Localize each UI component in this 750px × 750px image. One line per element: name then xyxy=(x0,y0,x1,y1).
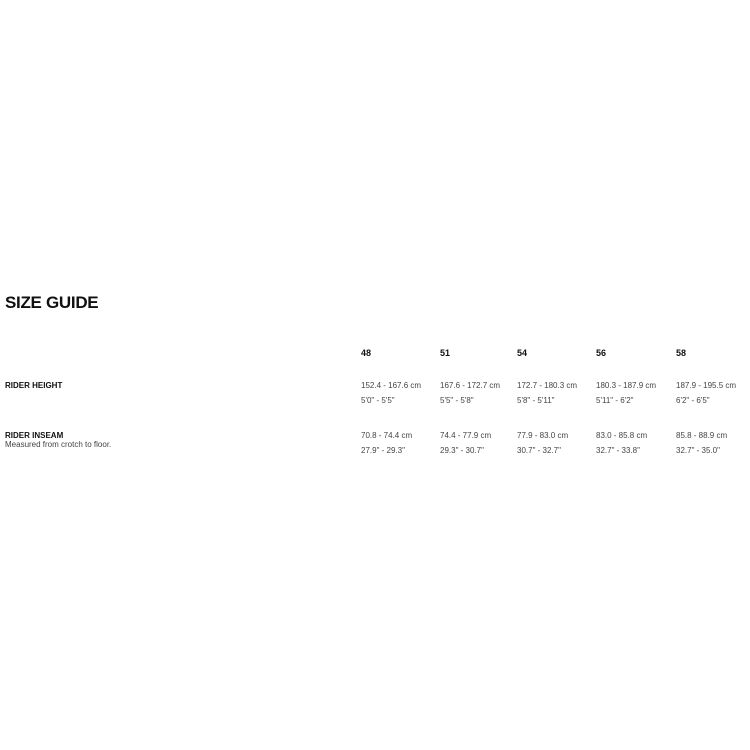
metric-value: 70.8 - 74.4 cm xyxy=(361,431,413,440)
size-header: 54 xyxy=(517,348,528,358)
metric-value: 77.9 - 83.0 cm xyxy=(517,431,569,440)
row-label: RIDER INSEAM xyxy=(5,431,64,440)
metric-value: 152.4 - 167.6 cm xyxy=(361,381,422,390)
imperial-value: 6'2" - 6'5" xyxy=(676,396,710,405)
imperial-value: 32.7" - 35.0" xyxy=(676,446,720,455)
imperial-value: 32.7" - 33.8" xyxy=(596,446,640,455)
row-label: RIDER HEIGHT xyxy=(5,381,63,390)
metric-value: 74.4 - 77.9 cm xyxy=(440,431,492,440)
metric-value: 172.7 - 180.3 cm xyxy=(517,381,578,390)
metric-value: 85.8 - 88.9 cm xyxy=(676,431,728,440)
row-note: Measured from crotch to floor. xyxy=(5,440,112,449)
imperial-value: 5'0" - 5'5" xyxy=(361,396,395,405)
metric-value: 83.0 - 85.8 cm xyxy=(596,431,648,440)
size-header: 48 xyxy=(361,348,372,358)
imperial-value: 30.7" - 32.7" xyxy=(517,446,561,455)
page-title: SIZE GUIDE xyxy=(5,293,99,312)
size-header: 58 xyxy=(676,348,687,358)
imperial-value: 5'11" - 6'2" xyxy=(596,396,634,405)
size-header: 51 xyxy=(440,348,451,358)
metric-value: 180.3 - 187.9 cm xyxy=(596,381,657,390)
metric-value: 167.6 - 172.7 cm xyxy=(440,381,501,390)
imperial-value: 27.9" - 29.3" xyxy=(361,446,405,455)
size-header: 56 xyxy=(596,348,607,358)
imperial-value: 29.3" - 30.7" xyxy=(440,446,484,455)
imperial-value: 5'8" - 5'11" xyxy=(517,396,555,405)
metric-value: 187.9 - 195.5 cm xyxy=(676,381,737,390)
imperial-value: 5'5" - 5'8" xyxy=(440,396,474,405)
